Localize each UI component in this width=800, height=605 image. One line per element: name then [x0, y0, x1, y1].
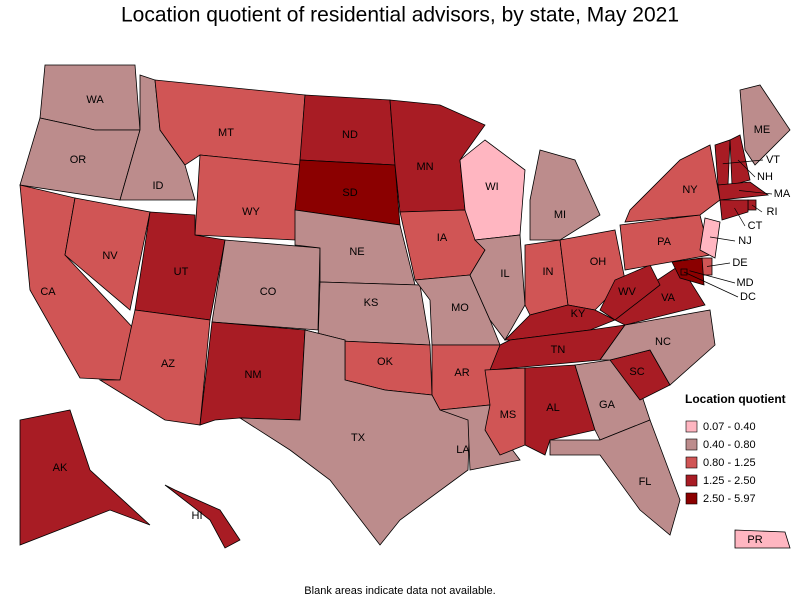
state-label: SD [342, 187, 357, 199]
state-label: NH [757, 171, 773, 183]
state-label: LA [456, 444, 470, 456]
state-shape [154, 79, 306, 166]
legend-swatch [685, 438, 698, 451]
state-label: WY [242, 206, 260, 218]
state-label: UT [174, 266, 189, 278]
state-label: CO [260, 286, 277, 298]
leader-line [709, 236, 736, 242]
state-label: AL [546, 402, 559, 414]
state-label: NE [349, 246, 364, 258]
leader-line [706, 262, 731, 267]
state-label: HI [192, 510, 203, 522]
state-label: AR [454, 367, 469, 379]
state-shape [164, 484, 241, 549]
footnote: Blank areas indicate data not available. [304, 585, 495, 597]
state-label: DC [740, 291, 756, 303]
state-label: OK [377, 356, 394, 368]
leader-line [722, 159, 764, 165]
legend-label: 0.07 - 0.40 [703, 421, 756, 433]
state-label: KY [571, 308, 586, 320]
state-label: SC [629, 366, 644, 378]
state-label: IA [437, 232, 448, 244]
state-label: CT [748, 220, 763, 232]
state-shape [64, 197, 151, 311]
leader-line [751, 204, 763, 213]
legend-swatch [685, 456, 698, 469]
state-shape [734, 529, 791, 549]
state-label: WV [618, 286, 636, 298]
state-shape [599, 264, 661, 321]
state-label: KS [364, 297, 379, 309]
state-shape [194, 154, 301, 241]
state-label: MA [774, 188, 791, 200]
state-shape [714, 139, 731, 186]
state-shape [98, 309, 211, 426]
state-label: MT [218, 127, 234, 139]
state-shape [699, 217, 721, 259]
state-shape [238, 329, 471, 546]
state-label: MS [500, 409, 517, 421]
legend-label: 2.50 - 5.97 [703, 493, 756, 505]
state-label: AZ [161, 358, 175, 370]
state-label: CA [40, 286, 56, 298]
legend-swatch [685, 420, 698, 433]
legend-label: 0.40 - 0.80 [703, 439, 756, 451]
state-shape [469, 234, 526, 341]
states [19, 64, 791, 549]
state-label: ME [754, 124, 771, 136]
state-label: MN [416, 161, 433, 173]
state-label: NJ [738, 235, 751, 247]
state-shape [719, 199, 749, 221]
state-label: FL [639, 476, 652, 488]
state-label: OR [70, 154, 87, 166]
state-label: VT [766, 154, 780, 166]
state-label: PA [657, 236, 672, 248]
state-label: GA [599, 399, 616, 411]
state-label: AK [53, 462, 68, 474]
leader-line [738, 190, 773, 195]
state-shape [739, 84, 791, 166]
legend-label: 1.25 - 2.50 [703, 475, 756, 487]
state-label: IL [500, 268, 509, 280]
state-label: TX [351, 432, 366, 444]
state-label: RI [767, 206, 778, 218]
state-label: ID [153, 180, 164, 192]
state-label: WI [485, 181, 498, 193]
state-label: MD [736, 277, 753, 289]
state-label: NY [682, 184, 698, 196]
legend-swatch [685, 492, 698, 505]
leader-line [689, 270, 736, 284]
legend-title: Location quotient [685, 392, 786, 406]
state-label: IN [543, 266, 554, 278]
state-label: MI [554, 209, 566, 221]
state-shape [729, 134, 751, 186]
legend-label: 0.80 - 1.25 [703, 457, 756, 469]
legend: 0.07 - 0.40 0.40 - 0.80 0.80 - 1.25 1.25 - … [685, 420, 756, 505]
state-label: VA [661, 292, 676, 304]
state-label: ND [342, 129, 358, 141]
state-label: TN [551, 344, 566, 356]
state-label: NM [244, 369, 261, 381]
leader-line [737, 159, 756, 178]
leader-line [734, 207, 746, 227]
state-label: WA [86, 94, 104, 106]
legend-swatch [685, 474, 698, 487]
state-label: DE [732, 257, 747, 269]
state-label: NC [655, 336, 671, 348]
state-shape [19, 409, 151, 546]
state-label: PR [747, 534, 762, 546]
leader-line [683, 271, 739, 298]
state-shape [624, 144, 721, 223]
state-shape [599, 309, 716, 386]
state-label: NV [102, 250, 118, 262]
state-label: MO [451, 302, 469, 314]
state-shape [529, 149, 601, 241]
state-shape [549, 419, 681, 536]
state-shape [317, 281, 431, 346]
state-label: OH [590, 256, 607, 268]
state-shape [671, 257, 705, 286]
state-labels: WA OR CA NV ID MT WY UT AZ CO NM ND SD NE KS OK TX MN IA MO… [40, 94, 791, 546]
map-title: Location quotient of residential advisor… [121, 4, 679, 27]
